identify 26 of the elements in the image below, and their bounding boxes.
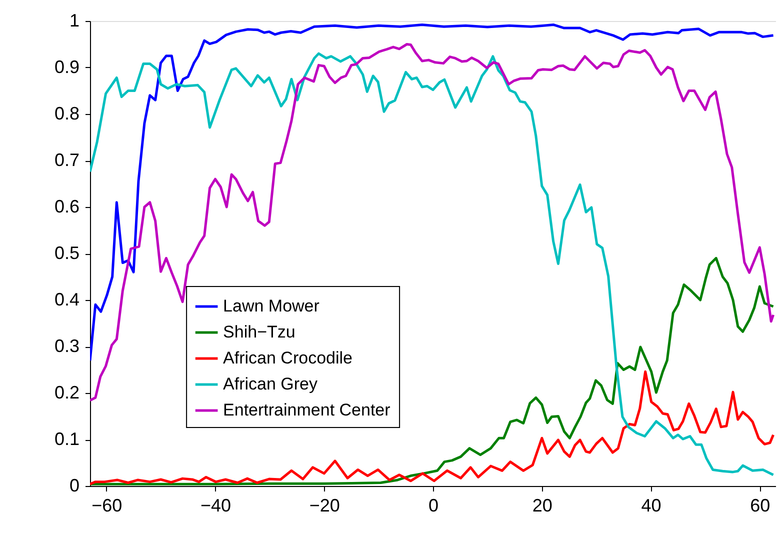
x-tick-label: 20	[532, 496, 552, 516]
y-tick-label: 0.4	[54, 290, 80, 310]
y-tick-label: 1	[69, 10, 80, 30]
line-series	[90, 23, 775, 362]
x-tick-label: 60	[750, 496, 770, 516]
legend-label: African Grey	[223, 374, 318, 394]
line-series	[90, 43, 775, 402]
legend-label: Shih−Tzu	[223, 322, 296, 342]
x-tick-label: −60	[92, 496, 122, 516]
legend-label: African Crocodile	[223, 348, 352, 368]
y-tick-label: 0.2	[54, 382, 80, 402]
y-tick-label: 0.1	[54, 429, 80, 449]
y-tick-label: 0.3	[54, 336, 80, 356]
y-tick-label: 0	[69, 476, 80, 496]
y-tick-label: 0.6	[54, 196, 80, 216]
line-series	[90, 52, 775, 476]
legend-label: Entertrainment Center	[223, 400, 391, 420]
y-tick-label: 0.8	[54, 104, 80, 124]
x-tick-label: −20	[309, 496, 340, 516]
x-tick-label: −40	[200, 496, 231, 516]
y-tick-label: 0.9	[54, 57, 80, 77]
y-tick-label: 0.7	[54, 150, 80, 170]
legend-label: Lawn Mower	[223, 296, 320, 316]
y-tick-label: 0.5	[54, 243, 80, 263]
x-tick-label: 40	[641, 496, 662, 516]
x-tick-label: 0	[428, 496, 439, 516]
